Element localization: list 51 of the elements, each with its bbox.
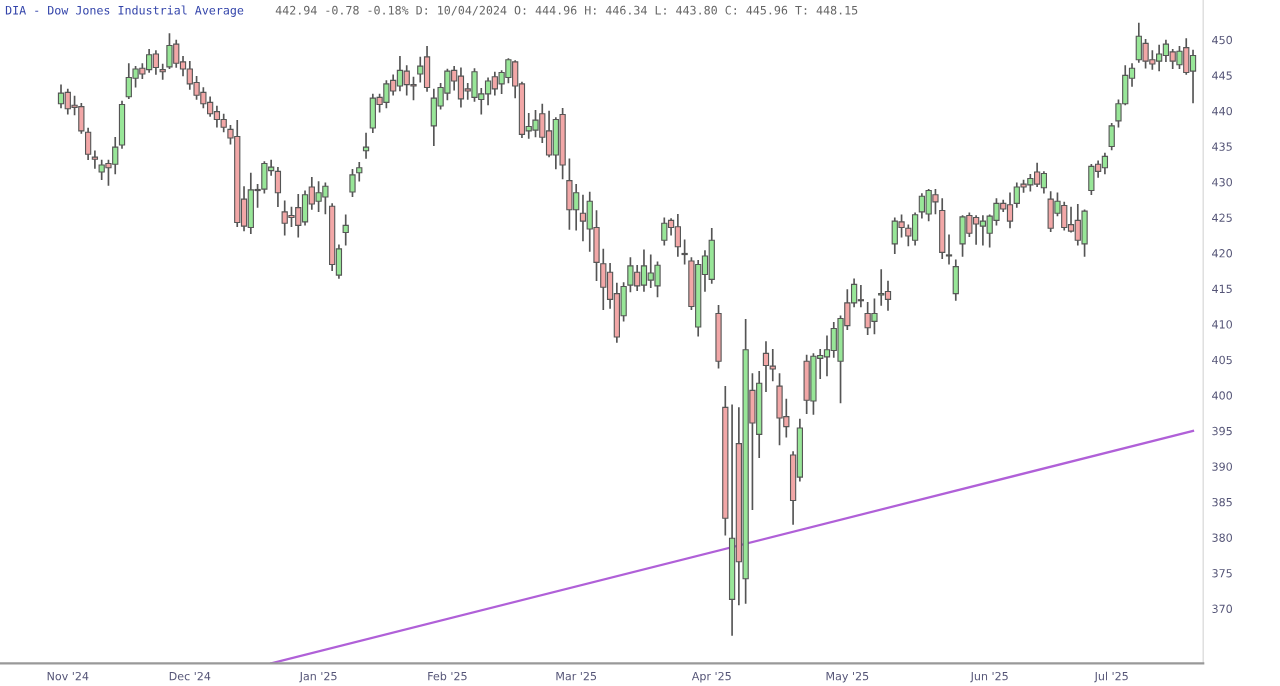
candlestick xyxy=(891,217,898,254)
candlestick xyxy=(57,84,65,109)
candlestick xyxy=(1169,48,1176,70)
candlestick xyxy=(234,120,241,227)
candlestick xyxy=(213,105,221,128)
candlestick xyxy=(925,189,932,222)
candlestick xyxy=(878,269,885,306)
candlestick xyxy=(342,214,349,246)
candlestick xyxy=(952,259,959,301)
candlestick xyxy=(857,284,865,308)
candlestick xyxy=(423,46,431,92)
candlestick xyxy=(173,39,180,68)
candlestick xyxy=(274,166,282,208)
candlestick xyxy=(1074,203,1081,246)
candlestick xyxy=(708,228,715,284)
candlestick xyxy=(295,193,302,238)
candlestick xyxy=(247,172,254,235)
candlestick xyxy=(803,354,810,414)
candlestick xyxy=(871,298,878,335)
candlestick xyxy=(457,67,465,108)
candlestick xyxy=(281,200,288,236)
candlestick xyxy=(640,249,648,292)
candlestick xyxy=(152,50,160,75)
candlestick xyxy=(1101,152,1109,175)
candlestick xyxy=(98,159,105,181)
candlestick xyxy=(1047,191,1054,232)
candlestick xyxy=(125,63,132,98)
candlestick xyxy=(64,88,71,115)
candlestick xyxy=(545,110,553,156)
candlestick xyxy=(742,319,749,604)
candlestick xyxy=(145,48,153,73)
candlestick xyxy=(396,56,404,92)
candlestick xyxy=(552,118,559,170)
candlestick xyxy=(315,181,322,213)
candlestick xyxy=(369,93,376,134)
candlestick xyxy=(1033,162,1041,188)
candlestick xyxy=(1135,22,1142,63)
candlestick xyxy=(647,254,654,289)
candlestick xyxy=(776,373,783,446)
candlestick xyxy=(430,88,437,146)
candlestick xyxy=(972,217,980,245)
candlestick xyxy=(1061,201,1068,231)
candlestick xyxy=(403,65,410,96)
candlestick xyxy=(417,56,424,83)
candlestick xyxy=(728,404,736,636)
candlestick xyxy=(979,215,987,246)
candlestick xyxy=(1156,44,1163,72)
candlestick xyxy=(661,217,668,246)
candlestick xyxy=(634,265,641,291)
candlestick xyxy=(1189,49,1197,104)
candlestick xyxy=(674,213,681,257)
